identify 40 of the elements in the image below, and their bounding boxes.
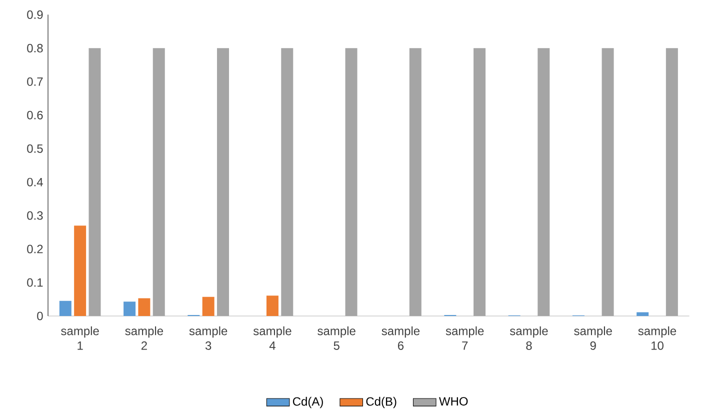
y-tick-label: 0.2 (27, 244, 43, 254)
bar (138, 298, 150, 316)
bar (281, 48, 294, 316)
x-tick-label: sample 3 (189, 326, 228, 350)
x-tick-label: sample 1 (61, 326, 99, 350)
y-tick-label: 0.1 (27, 278, 43, 287)
bar (474, 48, 486, 316)
bar (124, 302, 136, 316)
bar (217, 48, 230, 316)
y-tick-label: 0.9 (27, 10, 43, 19)
bar (59, 300, 72, 316)
x-tick-label: sample 2 (125, 326, 164, 350)
x-tick-label: sample 4 (253, 326, 292, 350)
y-tick-label: 0.4 (27, 178, 43, 186)
bar (602, 48, 614, 316)
y-tick-label: 0.5 (27, 144, 43, 153)
legend-label: Cd(B) (366, 396, 396, 408)
x-tick-label: sample 10 (638, 326, 676, 350)
bar (409, 48, 422, 316)
x-tick-label: sample 5 (318, 326, 356, 350)
bar (152, 48, 165, 316)
bar (666, 48, 678, 316)
legend-label: Cd(A) (292, 396, 323, 408)
x-tick-label: sample 8 (510, 326, 548, 350)
y-tick-label: 0.7 (27, 77, 43, 86)
bar (266, 296, 278, 316)
y-tick-label: 0.8 (27, 44, 43, 52)
bar (202, 296, 214, 316)
bar (74, 226, 86, 316)
x-tick-label: sample 6 (382, 326, 420, 350)
y-tick-label: 0 (37, 312, 43, 320)
y-tick-label: 0.6 (27, 110, 43, 120)
y-tick-label: 0.3 (27, 211, 43, 220)
bar (88, 48, 101, 316)
bar (345, 48, 358, 316)
legend-label: WHO (439, 397, 468, 406)
x-tick-label: sample 7 (446, 326, 484, 350)
x-tick-label: sample 9 (574, 326, 612, 350)
bar (636, 312, 649, 316)
bar (538, 48, 550, 316)
